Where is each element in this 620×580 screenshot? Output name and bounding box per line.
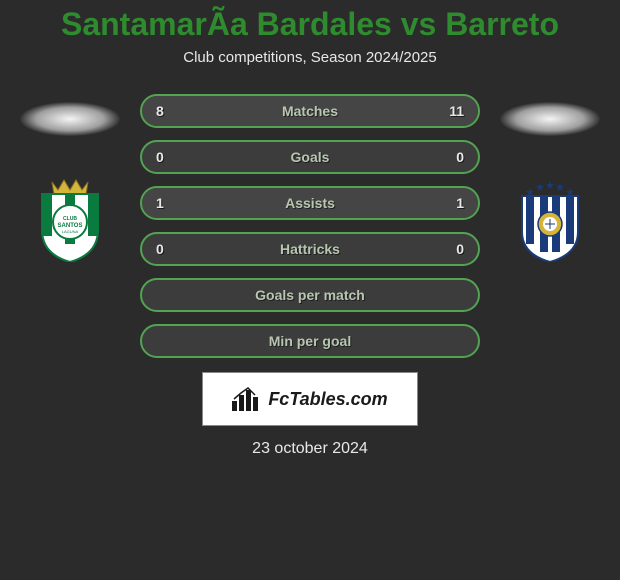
player-photo-placeholder-right <box>500 102 600 136</box>
stat-row: 8 Matches 11 <box>140 94 480 128</box>
santos-laguna-crest-icon: CLUB SANTOS LAGUNA <box>20 176 120 262</box>
stat-label: Min per goal <box>269 333 351 349</box>
stat-left-value: 0 <box>156 149 164 165</box>
subtitle: Club competitions, Season 2024/2025 <box>0 49 620 66</box>
right-player-column <box>500 94 600 262</box>
stat-right-value: 1 <box>456 195 464 211</box>
stat-row: Goals per match <box>140 278 480 312</box>
right-club-badge <box>500 176 600 262</box>
stat-label: Goals <box>291 149 330 165</box>
page-title: SantamarÃ­a Bardales vs Barreto <box>0 6 620 43</box>
player-photo-placeholder-left <box>20 102 120 136</box>
footer-date: 23 october 2024 <box>0 440 620 458</box>
svg-text:LAGUNA: LAGUNA <box>62 229 79 234</box>
svg-text:CLUB: CLUB <box>63 216 77 222</box>
stat-right-value: 0 <box>456 241 464 257</box>
stat-row: 0 Hattricks 0 <box>140 232 480 266</box>
stat-left-value: 0 <box>156 241 164 257</box>
stat-row: Min per goal <box>140 324 480 358</box>
watermark-text: FcTables.com <box>268 389 387 410</box>
stat-fill-right <box>310 188 478 218</box>
stat-left-value: 1 <box>156 195 164 211</box>
stat-label: Assists <box>285 195 335 211</box>
left-player-column: CLUB SANTOS LAGUNA <box>20 94 120 262</box>
stat-label: Goals per match <box>255 287 365 303</box>
watermark-logo: FcTables.com <box>202 372 418 426</box>
stats-list: 8 Matches 11 0 Goals 0 1 Assists 1 0 Hattricks 0 Goa… <box>140 94 480 358</box>
stat-row: 0 Goals 0 <box>140 140 480 174</box>
fctables-bars-icon <box>232 387 260 411</box>
comparison-main: CLUB SANTOS LAGUNA 8 Matches 11 0 Goals 0 1 Ass… <box>0 94 620 358</box>
stat-label: Hattricks <box>280 241 340 257</box>
pachuca-crest-icon <box>500 176 600 262</box>
left-club-badge: CLUB SANTOS LAGUNA <box>20 176 120 262</box>
stat-left-value: 8 <box>156 103 164 119</box>
stat-label: Matches <box>282 103 338 119</box>
stat-right-value: 0 <box>456 149 464 165</box>
stat-row: 1 Assists 1 <box>140 186 480 220</box>
stat-right-value: 11 <box>449 103 464 119</box>
